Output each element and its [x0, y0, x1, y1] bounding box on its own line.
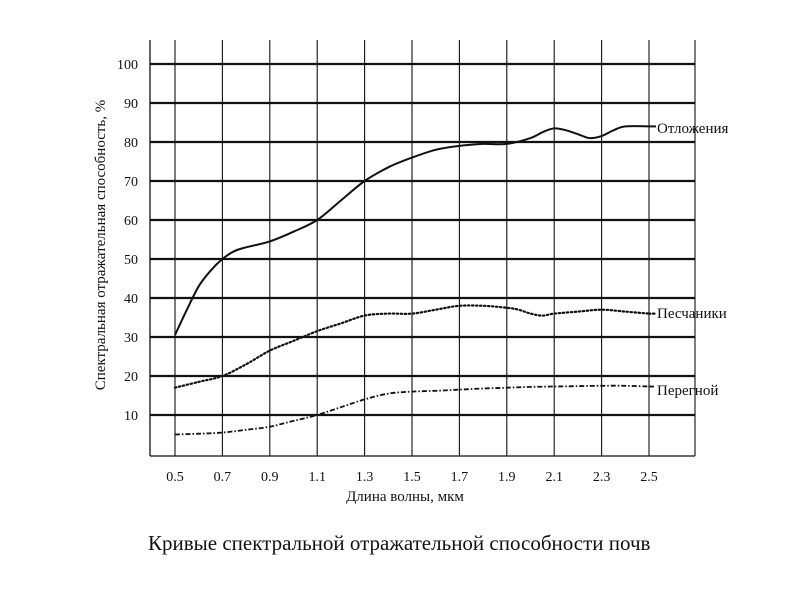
series-label-2: Песчаники	[657, 306, 727, 322]
figure-caption: Кривые спектральной отражательной способ…	[148, 531, 651, 555]
tick-labels: 10 20 30 40 50 60 70 80 90 100 0.5 0.7 0.9 1.1 1.3 1.5 1…	[117, 58, 658, 485]
y-axis-title: Спектральная отражательная способность, …	[93, 100, 109, 390]
x-tick-label: 0.5	[166, 470, 184, 485]
x-tick-label: 1.5	[403, 470, 421, 485]
x-tick-label: 0.7	[214, 470, 232, 485]
y-tick-label: 50	[124, 253, 138, 268]
series-label-3: Перегной	[657, 383, 718, 399]
x-tick-label: 2.1	[545, 470, 563, 485]
axes	[149, 40, 696, 457]
grid	[150, 40, 695, 456]
series-line-2	[173, 304, 651, 389]
series-lines	[173, 125, 658, 436]
y-tick-label: 70	[124, 175, 138, 190]
x-axis-title: Длина волны, мкм	[346, 489, 464, 505]
series-line-3	[174, 384, 650, 436]
y-tick-label: 30	[124, 331, 138, 346]
y-tick-label: 20	[124, 370, 138, 385]
series-label-1: Отложения	[657, 121, 729, 137]
y-tick-label: 40	[124, 292, 138, 307]
x-tick-label: 1.1	[308, 470, 326, 485]
series-line-1	[174, 125, 650, 336]
y-tick-label: 80	[124, 136, 138, 151]
x-tick-label: 2.3	[593, 470, 611, 485]
y-tick-label: 90	[124, 97, 138, 112]
x-tick-label: 1.3	[356, 470, 374, 485]
x-tick-label: 2.5	[640, 470, 658, 485]
x-tick-label: 0.9	[261, 470, 279, 485]
y-tick-label: 60	[124, 214, 138, 229]
x-tick-label: 1.9	[498, 470, 516, 485]
y-tick-label: 10	[124, 409, 138, 424]
series-labels: Отложения Песчаники Перегной	[657, 121, 729, 399]
x-tick-label: 1.7	[451, 470, 469, 485]
y-tick-label: 100	[117, 58, 138, 73]
